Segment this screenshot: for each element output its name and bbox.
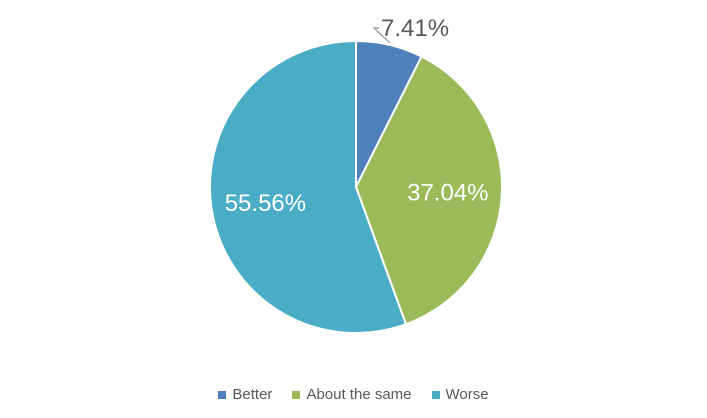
legend-swatch-about-the-same (292, 390, 301, 399)
legend-label-better: Better (232, 386, 273, 403)
legend-item-better: Better (218, 386, 272, 403)
legend-swatch-worse (431, 390, 440, 399)
pie-slice-worse (209, 39, 408, 334)
data-label-better: 7.41% (381, 15, 449, 42)
data-label-worse: 55.56% (225, 190, 306, 217)
leader-line-better (372, 27, 391, 44)
legend-swatch-better (218, 390, 227, 399)
legend-item-worse: Worse (431, 386, 489, 403)
pie-slice-about-the-same (354, 55, 503, 326)
legend-item-about-the-same: About the same (292, 386, 412, 403)
data-label-about-the-same: 37.04% (407, 179, 488, 206)
legend-label-about-the-same: About the same (306, 386, 412, 403)
legend-label-worse: Worse (445, 386, 489, 403)
legend: Better About the same Worse (0, 386, 707, 403)
